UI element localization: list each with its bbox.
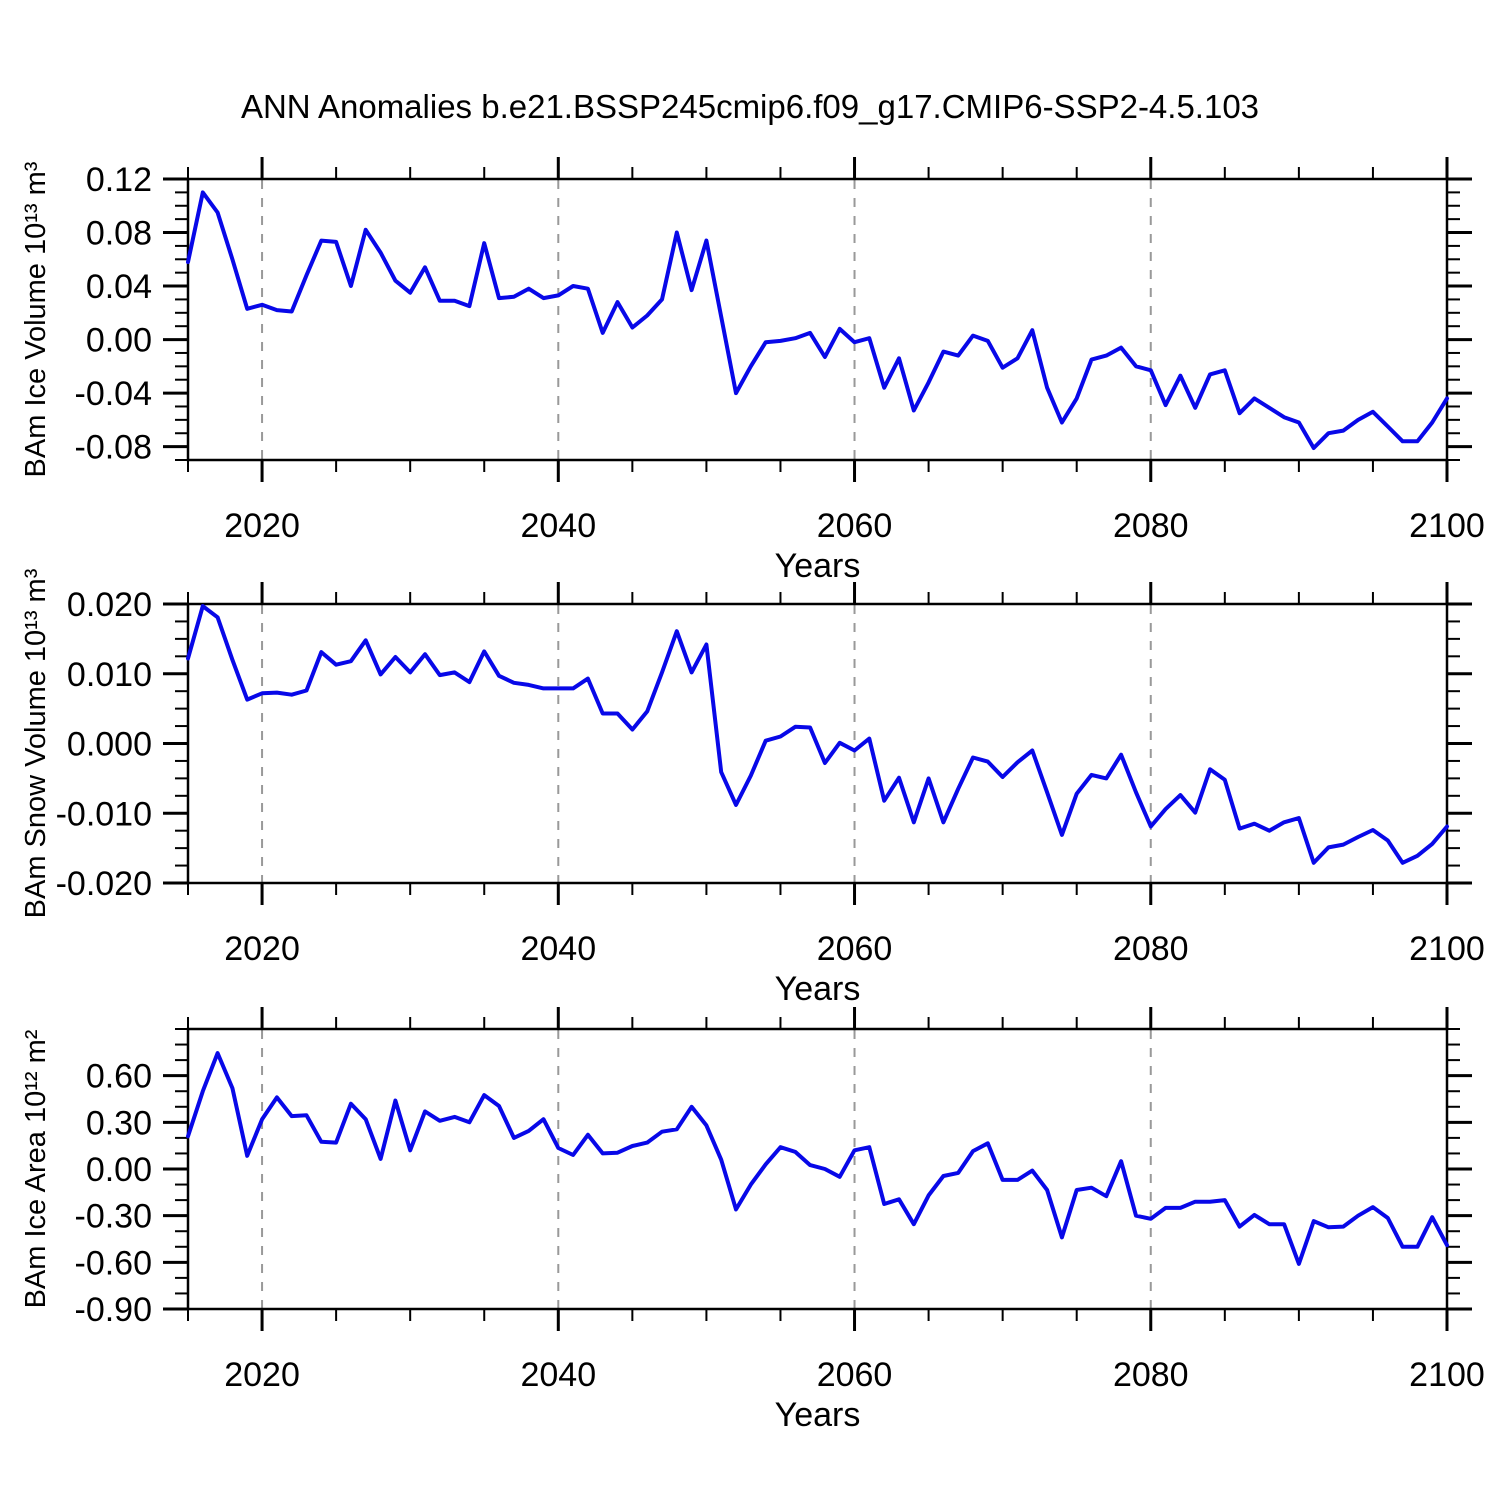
x-axis-title: Years bbox=[775, 547, 861, 585]
x-tick-label: 2020 bbox=[224, 1356, 300, 1394]
x-axis-title: Years bbox=[775, 1396, 861, 1434]
y-tick-label: -0.60 bbox=[75, 1244, 153, 1282]
x-tick-label: 2060 bbox=[817, 507, 893, 545]
plot-frame bbox=[186, 177, 1449, 462]
y-axis-title: BAm Ice Area 10¹² m² bbox=[20, 1029, 52, 1308]
y-tick-label: 0.00 bbox=[86, 322, 152, 360]
bam-snow-volume-chart: 0.020 0.010 0.000 -0.010 -0.020 2020 2040 2060 2… bbox=[20, 568, 1485, 1008]
x-tick-label: 2060 bbox=[817, 1356, 893, 1394]
x-tick-label: 2100 bbox=[1409, 507, 1485, 545]
x-tick-label: 2040 bbox=[520, 507, 596, 545]
y-tick-label: -0.010 bbox=[56, 795, 152, 833]
y-tick-label: 0.30 bbox=[86, 1104, 152, 1142]
y-tick-label: -0.020 bbox=[56, 865, 152, 903]
y-tick-label: -0.04 bbox=[75, 375, 153, 413]
x-axis-title: Years bbox=[775, 970, 861, 1008]
y-tick-label: -0.30 bbox=[75, 1198, 153, 1236]
x-tick-label: 2020 bbox=[224, 930, 300, 968]
y-tick-label: 0.12 bbox=[86, 161, 152, 199]
x-tick-label: 2040 bbox=[520, 1356, 596, 1394]
y-tick-label: 0.020 bbox=[67, 586, 152, 624]
y-tick-label: 0.04 bbox=[86, 268, 152, 306]
bam-ice-volume-line bbox=[186, 190, 1449, 450]
x-tick-label: 2060 bbox=[817, 930, 893, 968]
y-tick-label: 0.60 bbox=[86, 1058, 152, 1096]
x-tick-label: 2080 bbox=[1113, 507, 1189, 545]
bam-snow-volume-line bbox=[186, 604, 1449, 865]
figure-title: ANN Anomalies b.e21.BSSP245cmip6.f09_g17… bbox=[240, 88, 1260, 125]
y-tick-label: 0.010 bbox=[67, 656, 152, 694]
bam-ice-volume-chart: 0.12 0.08 0.04 0.00 -0.04 -0.08 2020 2040 2060 20… bbox=[20, 157, 1485, 585]
y-tick-label: 0.00 bbox=[86, 1151, 152, 1189]
y-tick-label: -0.90 bbox=[75, 1291, 153, 1329]
x-tick-label: 2040 bbox=[520, 930, 596, 968]
y-axis-title: BAm Snow Volume 10¹³ m³ bbox=[20, 568, 52, 918]
y-tick-label: 0.08 bbox=[86, 215, 152, 253]
x-tick-label: 2080 bbox=[1113, 930, 1189, 968]
bam-ice-area-line bbox=[186, 1051, 1449, 1266]
y-axis-title: BAm Ice Volume 10¹³ m³ bbox=[20, 161, 52, 477]
x-tick-label: 2100 bbox=[1409, 930, 1485, 968]
x-tick-label: 2080 bbox=[1113, 1356, 1189, 1394]
x-tick-label: 2020 bbox=[224, 507, 300, 545]
bam-ice-area-chart: 0.60 0.30 0.00 -0.30 -0.60 -0.90 2020 2040 2060 2… bbox=[20, 1007, 1485, 1434]
x-tick-label: 2100 bbox=[1409, 1356, 1485, 1394]
y-tick-label: -0.08 bbox=[75, 429, 153, 467]
y-tick-label: 0.000 bbox=[67, 726, 152, 764]
